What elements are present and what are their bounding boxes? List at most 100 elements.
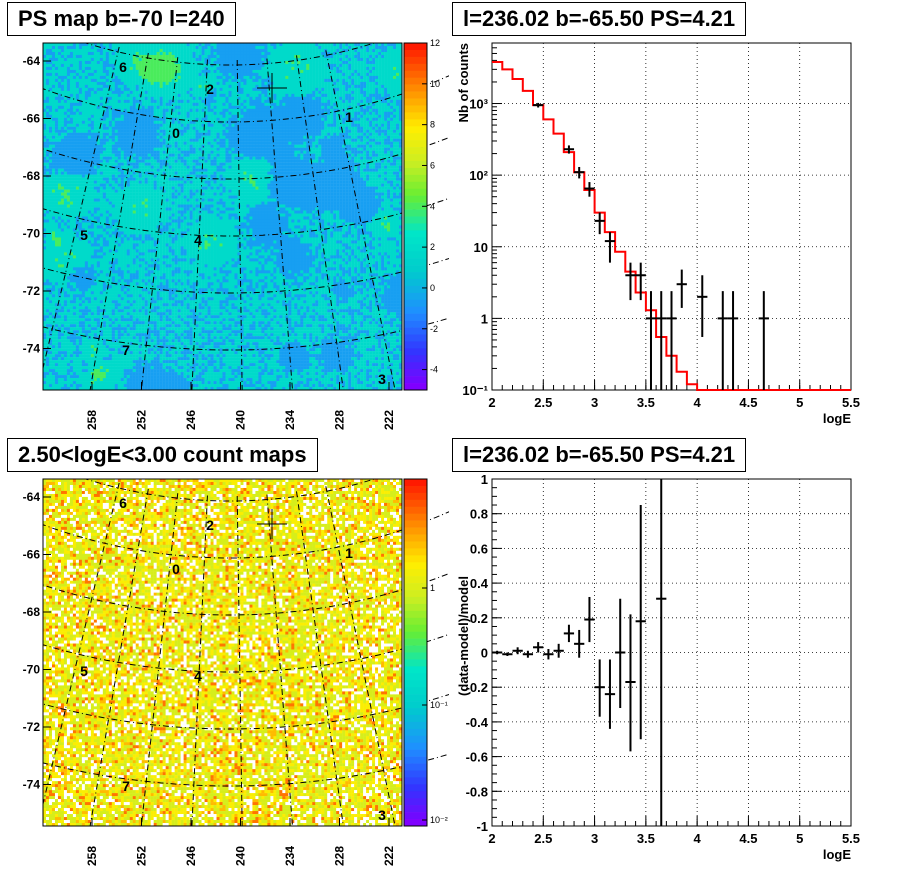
- y-tick-label: -1: [476, 819, 488, 834]
- colorbar-tick-label: 1: [430, 583, 435, 593]
- colorbar: [404, 479, 427, 827]
- y-tick-label: -74: [23, 778, 41, 792]
- x-tick-label: 5: [796, 395, 803, 410]
- y-tick-label: -64: [23, 54, 41, 68]
- residual-point: [522, 650, 534, 658]
- data-point: [697, 275, 708, 337]
- data-point: [645, 291, 657, 390]
- y-tick-label: -0.2: [466, 680, 488, 695]
- y-tick-label: -72: [23, 720, 41, 734]
- data-point: [758, 291, 769, 390]
- spectrum-plot: 2 2.5 3 3.5 4 4.5 5 5.5 10⁻¹ 1 10 10² 10³ logE Nb of c…: [456, 42, 860, 426]
- longitude-line: [236, 59, 244, 435]
- x-tick-label: 252: [135, 846, 149, 866]
- data-point: [604, 232, 616, 263]
- y-tick-label: 10: [474, 240, 488, 255]
- longitude-line: [135, 57, 179, 435]
- x-tick-label: 252: [135, 410, 149, 430]
- y-tick-label: -72: [23, 284, 41, 298]
- longitude-line: [236, 495, 244, 871]
- x-tick-label: 228: [333, 410, 347, 430]
- longitude-line: [81, 488, 149, 871]
- longitude-line: [266, 58, 297, 435]
- region-label-7: 7: [122, 342, 130, 358]
- residual-point: [492, 650, 503, 655]
- spectrum-title: l=236.02 b=-65.50 PS=4.21: [452, 2, 747, 36]
- count-map-title: 2.50<logE<3.00 count maps: [7, 438, 318, 472]
- y-tick-label: -66: [23, 112, 41, 126]
- ps-map-panel: 0 1 2 3 4 5 6 7 -64 -66 -68 -70 -72 -74 258 252 246 240 23…: [0, 0, 449, 435]
- colorbar-tick-label: 2: [430, 242, 435, 252]
- colorbar-tick-label: 10⁻¹: [430, 700, 448, 710]
- map-frame: [42, 478, 403, 827]
- longitude-line: [135, 493, 179, 871]
- plot-frame: [491, 478, 852, 827]
- region-label-1: 1: [345, 109, 353, 125]
- y-tick-label: 1: [481, 472, 488, 487]
- x-tick-label: 258: [85, 846, 99, 866]
- data-point: [584, 182, 595, 197]
- x-tick-label: 2.5: [534, 831, 552, 846]
- region-label-5: 5: [80, 663, 88, 679]
- y-axis-label: (data-model)/model: [456, 576, 471, 696]
- residual-point: [584, 596, 595, 643]
- y-tick-label: -74: [23, 342, 41, 356]
- source-marker: [257, 73, 287, 103]
- region-label-0: 0: [172, 125, 180, 141]
- data-point: [563, 145, 575, 154]
- residual-point: [553, 643, 564, 658]
- x-tick-label: 5.5: [842, 831, 860, 846]
- region-label-2: 2: [206, 81, 214, 97]
- colorbar-tick-label: 10: [430, 79, 440, 89]
- spectrum-panel: 2 2.5 3 3.5 4 4.5 5 5.5 10⁻¹ 1 10 10² 10³ logE Nb of c…: [449, 0, 898, 435]
- colorbar-frame: [403, 42, 428, 391]
- x-tick-label: 3: [591, 831, 598, 846]
- residual-point: [615, 598, 626, 709]
- y-tick-label: -70: [23, 663, 41, 677]
- residual-plot: 2 2.5 3 3.5 4 4.5 5 5.5 1 0.8 0.6 0.4 0.2 0 -0.2 -0.4 -0…: [456, 472, 860, 862]
- count-map-panel: 0 1 2 3 4 5 6 7 -64 -66 -68 -70 -72 -74 258 252 246 240 23…: [0, 436, 449, 871]
- residual-point: [502, 652, 513, 656]
- x-tick-label: 2.5: [534, 395, 552, 410]
- longitude-line: [325, 50, 405, 435]
- colorbar-tick-label: 6: [430, 160, 435, 170]
- x-tick-label: 258: [85, 410, 99, 430]
- region-label-2: 2: [206, 517, 214, 533]
- y-tick-label: 10⁻¹: [462, 383, 488, 398]
- x-tick-label: 240: [234, 846, 248, 866]
- longitude-line: [189, 495, 208, 871]
- y-tick-label: -70: [23, 227, 41, 241]
- x-tick-label: 234: [283, 410, 297, 430]
- x-tick-label: 5.5: [842, 395, 860, 410]
- data-point: [727, 291, 739, 390]
- colorbar-tick-label: 10⁻²: [430, 815, 448, 825]
- region-label-3: 3: [378, 807, 386, 823]
- residual-point: [594, 659, 605, 717]
- residual-point: [625, 614, 636, 752]
- colorbar-tick-label: -2: [430, 324, 438, 334]
- data-point: [594, 212, 605, 235]
- longitude-line: [81, 52, 149, 435]
- region-label-4: 4: [194, 232, 202, 248]
- region-label-3: 3: [378, 371, 386, 387]
- region-label-6: 6: [119, 495, 127, 511]
- data-point: [533, 102, 544, 108]
- y-tick-label: -68: [23, 169, 41, 183]
- residual-point: [533, 642, 544, 653]
- y-tick-label: 10³: [469, 97, 488, 112]
- region-label-4: 4: [194, 668, 202, 684]
- longitude-line: [325, 486, 405, 871]
- residual-point: [512, 647, 523, 655]
- region-label-6: 6: [119, 59, 127, 75]
- y-tick-label: -0.8: [466, 784, 488, 799]
- y-tick-label: 0.6: [470, 541, 488, 556]
- region-label-7: 7: [122, 778, 130, 794]
- source-marker: [257, 509, 287, 539]
- x-tick-label: 4.5: [739, 831, 757, 846]
- residual-title: l=236.02 b=-65.50 PS=4.21: [452, 438, 747, 472]
- residual-point: [574, 629, 585, 658]
- x-tick-label: 3.5: [637, 395, 655, 410]
- region-label-0: 0: [172, 561, 180, 577]
- y-tick-label: -66: [23, 548, 41, 562]
